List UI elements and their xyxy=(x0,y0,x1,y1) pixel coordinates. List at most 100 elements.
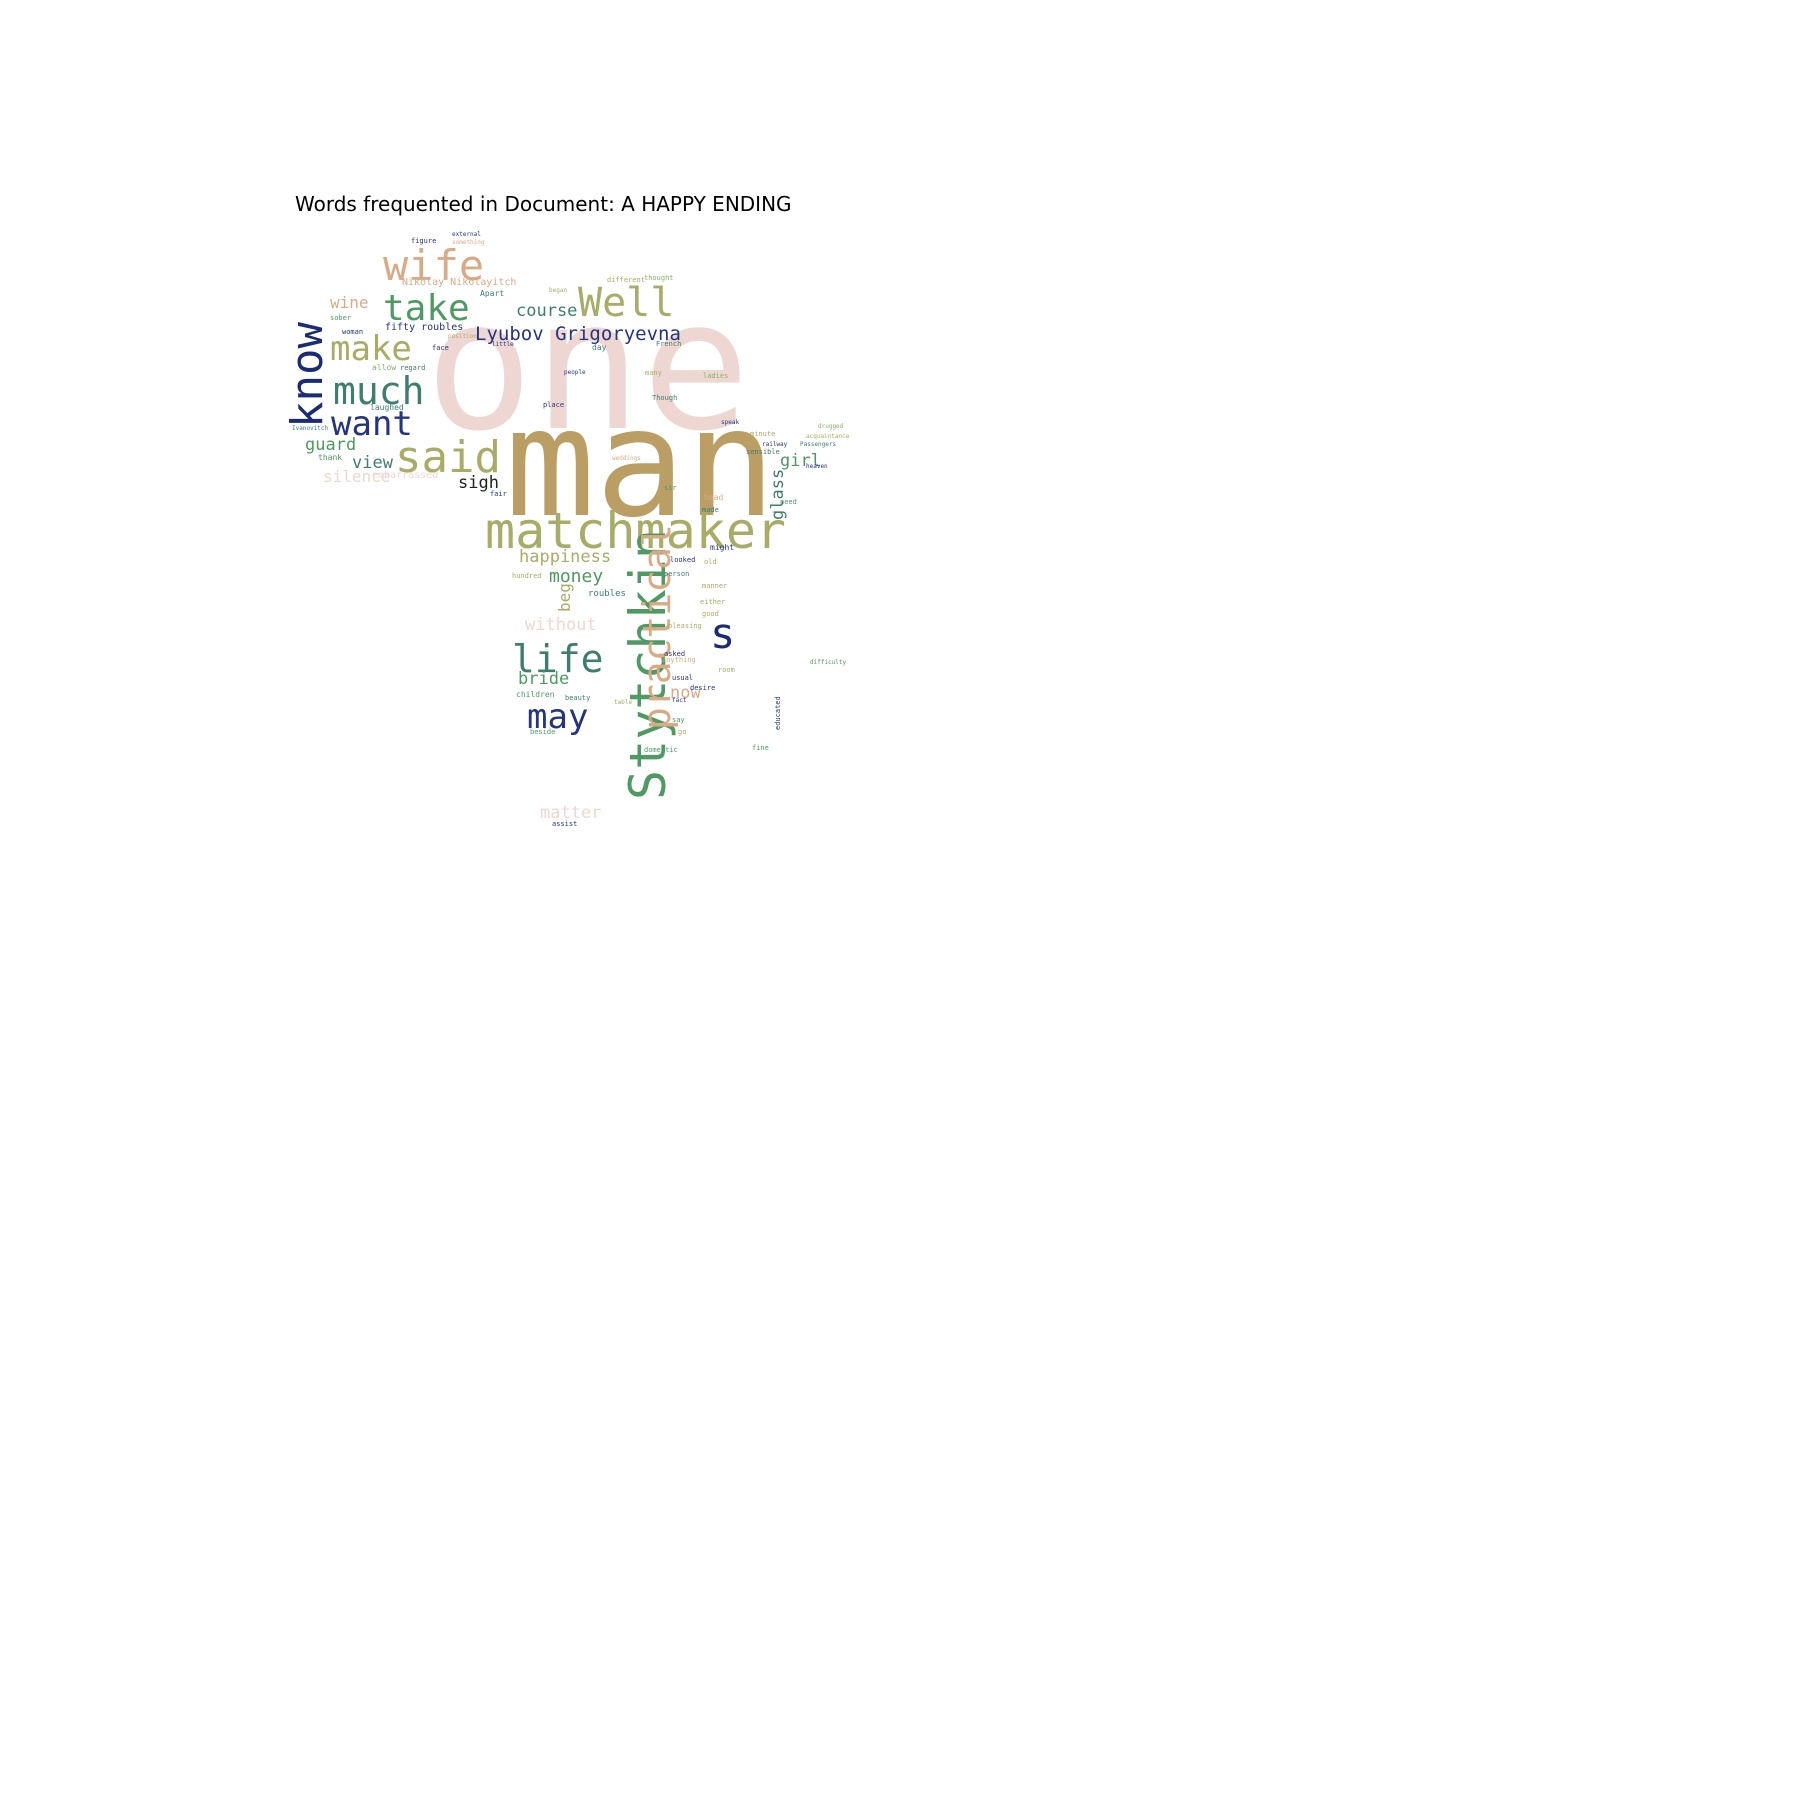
cloud-word: Passengers xyxy=(800,441,837,448)
cloud-word: person xyxy=(664,570,689,578)
cloud-word: Well xyxy=(578,280,674,326)
cloud-word: sensible xyxy=(746,448,780,456)
cloud-word: Apart xyxy=(480,289,504,298)
cloud-word: anything xyxy=(662,656,696,664)
cloud-word: assist xyxy=(552,820,577,828)
cloud-word: life xyxy=(512,637,604,681)
cloud-word: embarrassed xyxy=(372,470,438,481)
cloud-word: glass xyxy=(768,469,788,520)
cloud-word: course xyxy=(516,301,577,321)
cloud-word: usual xyxy=(672,674,693,682)
cloud-word: fifty roubles xyxy=(385,322,463,333)
cloud-word: many xyxy=(645,369,662,377)
cloud-word: railway xyxy=(762,441,788,448)
cloud-word: s xyxy=(710,609,735,658)
cloud-word: acquaintance xyxy=(806,433,850,440)
cloud-word: made xyxy=(702,506,719,514)
wordcloud-title: Words frequented in Document: A HAPPY EN… xyxy=(295,192,792,216)
cloud-word: guard xyxy=(305,435,356,455)
cloud-word: dear xyxy=(654,468,671,476)
cloud-word: room xyxy=(718,666,735,674)
cloud-word: woman xyxy=(342,328,363,336)
cloud-word: Stytchkin xyxy=(619,529,677,800)
cloud-word: fair xyxy=(490,490,507,498)
cloud-word: go xyxy=(678,728,686,736)
cloud-word: French xyxy=(656,340,681,348)
cloud-word: fact xyxy=(672,697,687,704)
cloud-word: laughed xyxy=(370,403,404,412)
cloud-word: sober xyxy=(330,314,351,322)
cloud-word: take xyxy=(383,288,470,329)
cloud-word: place xyxy=(543,401,564,409)
cloud-word: bride xyxy=(518,669,569,689)
cloud-word: much xyxy=(333,369,425,413)
cloud-word: head xyxy=(704,493,723,502)
cloud-word: day xyxy=(592,343,607,352)
cloud-word: weddings xyxy=(612,455,641,462)
cloud-word: one xyxy=(425,262,750,471)
cloud-word: allow xyxy=(372,363,396,372)
cloud-word: something xyxy=(452,239,485,246)
cloud-word: Lyubov Grigoryevna xyxy=(475,323,681,345)
cloud-word: hundred xyxy=(512,572,542,580)
cloud-word: domestic xyxy=(644,746,678,754)
cloud-word: matchmaker xyxy=(485,502,786,560)
cloud-word: need xyxy=(780,498,797,506)
cloud-word: Ivanovitch xyxy=(292,425,329,432)
cloud-word: position xyxy=(448,333,477,340)
cloud-word: want xyxy=(331,404,413,444)
cloud-word: without xyxy=(525,615,597,635)
cloud-word: beauty xyxy=(565,694,590,702)
cloud-word: thank xyxy=(318,453,342,462)
cloud-word: children xyxy=(516,690,555,699)
cloud-word: asked xyxy=(664,650,685,658)
cloud-word: drugged xyxy=(818,423,844,430)
cloud-word: table xyxy=(614,699,632,706)
cloud-word: may xyxy=(527,697,588,737)
cloud-word: money xyxy=(549,566,603,587)
cloud-word: people xyxy=(564,369,586,376)
cloud-word: regard xyxy=(400,364,425,372)
cloud-word: good xyxy=(702,610,719,618)
cloud-word: different xyxy=(607,276,645,284)
cloud-word: said xyxy=(395,432,501,483)
cloud-word: man xyxy=(505,377,776,551)
cloud-word: face xyxy=(432,344,449,352)
cloud-word: roubles xyxy=(588,589,626,599)
cloud-word: manner xyxy=(702,582,727,590)
cloud-word: wine xyxy=(330,293,369,312)
cloud-word: difficulty xyxy=(810,659,847,666)
cloud-word: desire xyxy=(690,684,715,692)
cloud-word: heaven xyxy=(806,463,828,470)
cloud-word: beg xyxy=(555,583,574,612)
cloud-word: educated xyxy=(774,696,782,730)
cloud-word: little xyxy=(492,341,514,348)
cloud-word: girl xyxy=(780,451,821,471)
cloud-word: might xyxy=(710,543,734,552)
cloud-word: thought xyxy=(644,274,674,282)
cloud-word: Though xyxy=(652,394,677,402)
cloud-word: know xyxy=(282,322,333,428)
cloud-word: happiness xyxy=(519,547,611,567)
cloud-word: silence xyxy=(323,467,390,486)
cloud-word: external xyxy=(452,231,481,238)
cloud-word: sigh xyxy=(458,473,499,493)
cloud-word: view xyxy=(352,453,394,473)
cloud-word: matter xyxy=(540,803,601,823)
cloud-word: figure xyxy=(411,237,436,245)
cloud-word: say xyxy=(672,716,685,724)
cloud-word: old xyxy=(704,558,717,566)
cloud-word: pleasing xyxy=(668,622,702,630)
cloud-word: looked xyxy=(670,556,695,564)
cloud-word: Nikolay Nikolayitch xyxy=(402,277,516,288)
cloud-word: ladies xyxy=(703,372,728,380)
cloud-word: either xyxy=(700,598,725,606)
cloud-word: make xyxy=(330,329,412,369)
cloud-word: began xyxy=(549,287,567,294)
cloud-word: beside xyxy=(530,728,555,736)
cloud-word: practical xyxy=(635,524,679,730)
cloud-word: fine xyxy=(752,744,769,752)
cloud-word: wife xyxy=(383,241,484,290)
cloud-word: sir xyxy=(664,484,677,492)
